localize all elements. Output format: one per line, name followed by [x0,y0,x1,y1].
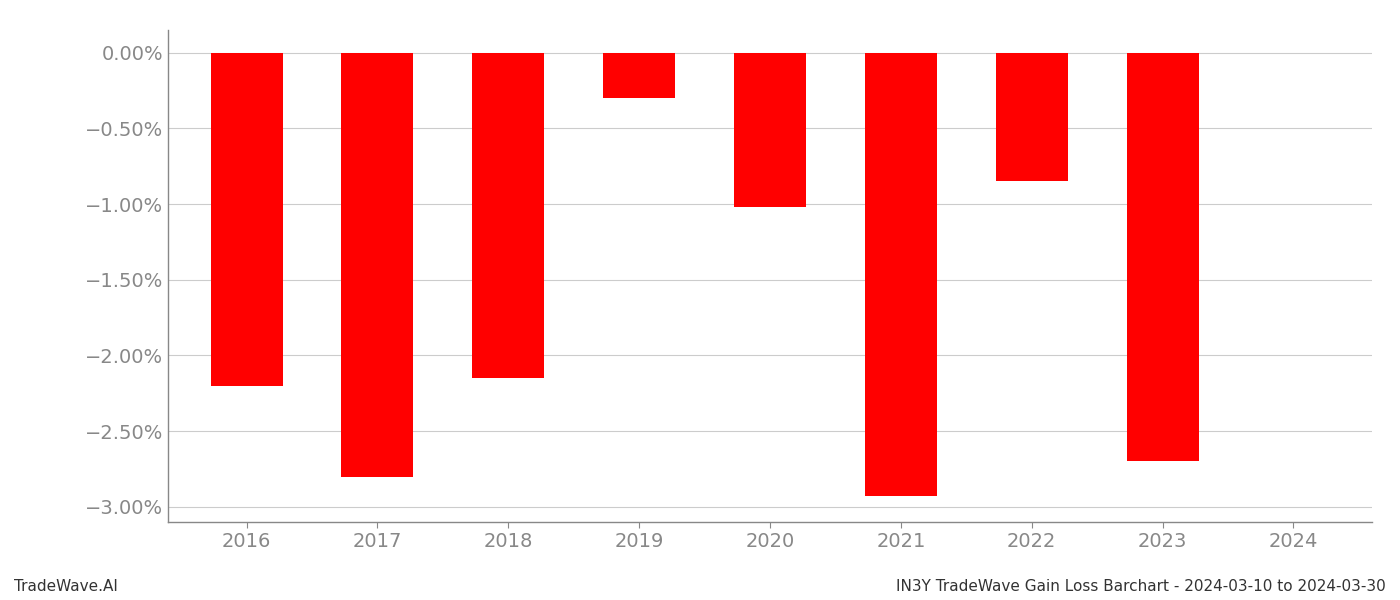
Bar [865,53,937,496]
Bar [342,53,413,476]
Bar [734,53,806,207]
Bar [210,53,283,386]
Bar [603,53,675,98]
Bar [995,53,1068,181]
Text: TradeWave.AI: TradeWave.AI [14,579,118,594]
Text: IN3Y TradeWave Gain Loss Barchart - 2024-03-10 to 2024-03-30: IN3Y TradeWave Gain Loss Barchart - 2024… [896,579,1386,594]
Bar [472,53,545,378]
Bar [1127,53,1198,461]
